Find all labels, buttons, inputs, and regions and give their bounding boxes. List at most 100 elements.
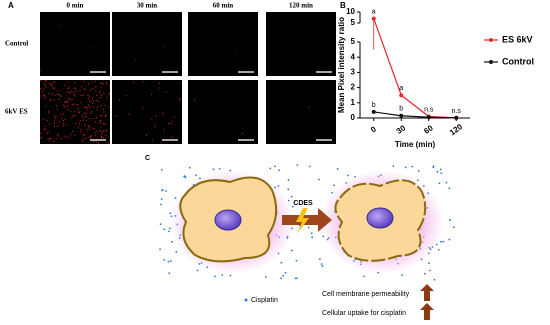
- fluorescence: [104, 115, 106, 117]
- fluorescence: [99, 120, 101, 122]
- fluorescence: [87, 136, 89, 138]
- cisplatin-dot: [295, 259, 298, 262]
- effect-label: Cellular uptake for cisplatin: [322, 310, 406, 317]
- fluorescence: [105, 129, 107, 131]
- cisplatin-dot: [212, 168, 215, 171]
- fluorescence: [96, 109, 98, 111]
- fluorescence: [241, 132, 243, 134]
- fluorescence: [77, 127, 79, 129]
- fluorescence: [50, 98, 52, 100]
- fluorescence: [159, 82, 161, 84]
- fluorescence: [52, 141, 54, 143]
- cisplatin-dot: [439, 168, 442, 171]
- fluorescence: [70, 133, 72, 135]
- fluorescence: [43, 82, 45, 84]
- fluorescence: [70, 90, 72, 92]
- cisplatin-dot: [160, 203, 162, 206]
- fluorescence: [72, 115, 74, 117]
- fluorescence: [42, 94, 44, 96]
- fluorescence: [103, 111, 105, 113]
- fluorescence: [155, 126, 157, 128]
- fluorescence: [84, 106, 86, 108]
- fluorescence: [160, 141, 162, 143]
- fluorescence: [54, 95, 56, 97]
- x-tick-label: 120: [448, 122, 465, 137]
- fluorescence: [101, 82, 103, 84]
- fluorescence: [193, 99, 195, 101]
- fluorescence: [65, 101, 67, 103]
- fluorescence: [159, 87, 161, 89]
- fluorescence: [55, 116, 57, 118]
- fluorescence: [161, 114, 163, 116]
- cisplatin-dot: [333, 184, 335, 187]
- fluorescence: [128, 113, 130, 115]
- fluorescence: [62, 104, 64, 106]
- fluorescence: [79, 131, 81, 133]
- fluorescence: [71, 117, 73, 119]
- cisplatin-dot: [165, 190, 167, 192]
- fluorescence: [99, 129, 101, 131]
- arrow-label: CDES: [293, 200, 313, 207]
- fluorescence: [67, 137, 69, 139]
- fluorescence: [88, 95, 90, 97]
- legend-label: Control: [502, 56, 534, 66]
- panel-label: C: [145, 155, 150, 162]
- fluorescence: [81, 139, 83, 141]
- fluorescence: [180, 82, 182, 84]
- fluorescence: [79, 125, 81, 127]
- micrograph: [112, 80, 182, 144]
- legend-dot: [244, 298, 248, 302]
- fluorescence: [96, 131, 98, 133]
- fluorescence: [60, 96, 62, 98]
- fluorescence: [96, 95, 98, 97]
- effect-label: Cell membrane permeability: [322, 291, 410, 298]
- fluorescence: [93, 128, 95, 130]
- cisplatin-dot: [336, 168, 339, 170]
- fluorescence: [145, 134, 147, 136]
- fluorescence: [89, 89, 91, 91]
- fluorescence: [74, 115, 76, 117]
- fluorescence: [60, 114, 62, 116]
- fluorescence: [65, 136, 67, 138]
- fluorescence: [40, 95, 42, 97]
- fluorescence: [108, 106, 110, 108]
- cisplatin-dot: [318, 258, 321, 261]
- fluorescence: [93, 140, 95, 142]
- cisplatin-dot: [437, 248, 440, 251]
- fluorescence: [84, 88, 86, 90]
- fluorescence: [57, 125, 59, 127]
- fluorescence: [57, 135, 59, 137]
- fluorescence: [235, 52, 237, 54]
- cisplatin-dot: [196, 269, 199, 272]
- point: [426, 115, 431, 120]
- cisplatin-dot: [308, 165, 311, 168]
- fluorescence: [92, 97, 94, 99]
- panel-c: C CDES Cisplatin Cell membrane permeabil…: [145, 155, 455, 320]
- fluorescence: [89, 118, 91, 120]
- fluorescence: [83, 112, 85, 114]
- fluorescence: [100, 87, 102, 89]
- annotation: a: [399, 85, 403, 92]
- y-tick-label: 3: [351, 68, 356, 77]
- fluorescence: [83, 134, 85, 136]
- fluorescence: [125, 95, 127, 97]
- cisplatin-dot: [287, 188, 290, 191]
- fluorescence: [41, 136, 43, 138]
- cisplatin-dot: [449, 218, 451, 221]
- fluorescence: [50, 84, 52, 86]
- fluorescence: [65, 101, 67, 103]
- fluorescence: [97, 100, 99, 102]
- cisplatin-dot: [432, 166, 435, 169]
- fluorescence: [74, 111, 76, 113]
- fluorescence: [106, 130, 108, 132]
- cisplatin-dot: [175, 250, 178, 253]
- fluorescence: [44, 94, 46, 96]
- fluorescence: [155, 115, 157, 117]
- cisplatin-dot: [167, 260, 170, 263]
- fluorescence: [64, 105, 66, 107]
- fluorescence: [52, 87, 54, 89]
- fluorescence: [79, 90, 81, 92]
- fluorescence: [96, 117, 98, 119]
- fluorescence: [64, 101, 66, 103]
- fluorescence: [74, 134, 76, 136]
